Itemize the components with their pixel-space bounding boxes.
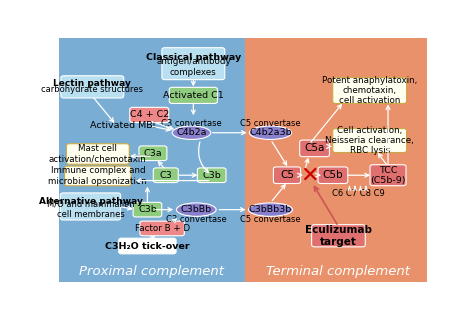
FancyBboxPatch shape	[311, 225, 365, 247]
FancyBboxPatch shape	[139, 146, 167, 161]
Ellipse shape	[172, 126, 211, 139]
Text: C3bBb3b: C3bBb3b	[249, 205, 292, 214]
FancyBboxPatch shape	[169, 87, 218, 103]
FancyBboxPatch shape	[370, 165, 406, 186]
Text: Factor B + D: Factor B + D	[135, 224, 190, 233]
Text: C6 C7 C8 C9: C6 C7 C8 C9	[332, 189, 385, 197]
Text: Immune complex and
microbial opsonization: Immune complex and microbial opsonizatio…	[48, 166, 147, 186]
Text: C5 convertase: C5 convertase	[240, 119, 301, 128]
Text: antigen/antibody
complexes: antigen/antibody complexes	[156, 57, 231, 77]
Text: C3b: C3b	[202, 171, 221, 180]
FancyBboxPatch shape	[300, 140, 329, 157]
Text: C4 + C2: C4 + C2	[129, 110, 169, 120]
Text: C5a: C5a	[304, 143, 325, 153]
FancyBboxPatch shape	[130, 107, 169, 122]
Text: carbohydrate structures: carbohydrate structures	[41, 85, 143, 94]
Text: Terminal complement: Terminal complement	[266, 265, 410, 278]
Ellipse shape	[249, 126, 292, 139]
Text: C3: C3	[159, 171, 172, 180]
Text: C3bBb: C3bBb	[181, 205, 212, 214]
FancyBboxPatch shape	[59, 38, 245, 282]
FancyBboxPatch shape	[66, 144, 129, 164]
Text: C3a: C3a	[144, 149, 162, 158]
Text: Eculizumab
target: Eculizumab target	[305, 225, 372, 247]
Text: ✕: ✕	[300, 165, 319, 185]
Text: Potent anaphylatoxin,
chemotaxin,
cell activation: Potent anaphylatoxin, chemotaxin, cell a…	[322, 76, 417, 106]
Text: Cell activation,
Neisseria clearance,
RBC lysis: Cell activation, Neisseria clearance, RB…	[325, 126, 414, 155]
FancyBboxPatch shape	[273, 167, 301, 184]
Text: M/O and mammalian
cell membranes: M/O and mammalian cell membranes	[46, 199, 134, 219]
Text: C5b: C5b	[323, 170, 343, 180]
FancyBboxPatch shape	[162, 48, 225, 80]
Text: C5: C5	[280, 170, 294, 180]
FancyBboxPatch shape	[153, 168, 178, 183]
Text: C3b: C3b	[138, 205, 157, 214]
FancyBboxPatch shape	[333, 129, 407, 152]
Text: Activated MBL: Activated MBL	[90, 121, 157, 130]
Text: Activated C1: Activated C1	[163, 91, 224, 100]
Text: C5 convertase: C5 convertase	[240, 215, 301, 224]
FancyBboxPatch shape	[318, 167, 348, 184]
Text: TCC
(C5b-9): TCC (C5b-9)	[370, 165, 406, 185]
FancyBboxPatch shape	[133, 202, 162, 217]
FancyBboxPatch shape	[119, 238, 176, 254]
FancyBboxPatch shape	[197, 168, 226, 183]
Text: C3 convertase: C3 convertase	[166, 215, 227, 224]
Text: C3 convertase: C3 convertase	[161, 119, 222, 128]
FancyBboxPatch shape	[61, 76, 124, 98]
FancyBboxPatch shape	[60, 193, 120, 220]
Text: Proximal complement: Proximal complement	[79, 265, 224, 278]
FancyBboxPatch shape	[333, 78, 407, 103]
FancyBboxPatch shape	[245, 38, 427, 282]
Ellipse shape	[176, 203, 216, 216]
Ellipse shape	[248, 203, 292, 216]
FancyBboxPatch shape	[140, 221, 184, 236]
Text: Lectin pathway: Lectin pathway	[54, 79, 131, 88]
FancyBboxPatch shape	[64, 166, 131, 186]
Text: C3H₂O tick-over: C3H₂O tick-over	[105, 242, 190, 250]
Text: Alternative pathway: Alternative pathway	[38, 197, 142, 206]
Text: Mast cell
activation/chemotaxin: Mast cell activation/chemotaxin	[49, 144, 146, 164]
Text: Classical pathway: Classical pathway	[146, 53, 241, 62]
Text: C4b2a: C4b2a	[176, 128, 207, 137]
Text: C4b2a3b: C4b2a3b	[249, 128, 292, 137]
